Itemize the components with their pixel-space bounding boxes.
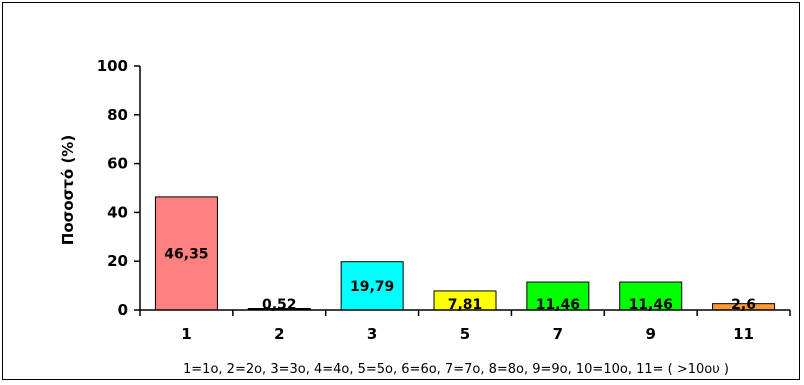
bar-3 [340,261,404,311]
bar-9 [619,281,683,311]
x-tick-label: 7 [553,325,563,343]
x-tick-label: 2 [274,325,284,343]
x-tick-label: 11 [733,325,754,343]
axes-layer: 0 20 40 60 80 100 1 2 3 5 7 9 11 [97,57,791,343]
y-tick-label: 0 [118,301,128,319]
y-axis-title: Ποσοστό (%) [59,135,77,245]
x-tick-label: 9 [645,325,655,343]
chart-frame [2,2,800,380]
y-tick-label: 40 [107,203,128,221]
y-tick-label: 60 [107,155,128,173]
data-label-3: 19,79 [350,279,394,295]
data-label-7: 11,46 [536,297,580,313]
x-tick-label: 5 [460,325,470,343]
bars-layer: 46,35 0,52 19,79 7,81 11,46 11,46 2,6 [154,196,776,313]
y-tick-label: 100 [97,57,128,75]
data-label-9: 11,46 [629,297,673,313]
bar-1 [154,196,218,311]
x-tick-label: 3 [367,325,377,343]
data-label-2: 0,52 [262,297,297,313]
x-tick-label: 1 [181,325,191,343]
y-tick-label: 20 [107,252,128,270]
bar-7 [526,281,590,311]
data-label-5: 7,81 [448,297,483,313]
y-tick-label: 80 [107,106,128,124]
data-label-11: 2,6 [731,297,756,313]
x-axis-caption: 1=1ο, 2=2ο, 3=3ο, 4=4ο, 5=5ο, 6=6ο, 7=7ο… [183,362,729,377]
data-label-1: 46,35 [164,246,208,262]
